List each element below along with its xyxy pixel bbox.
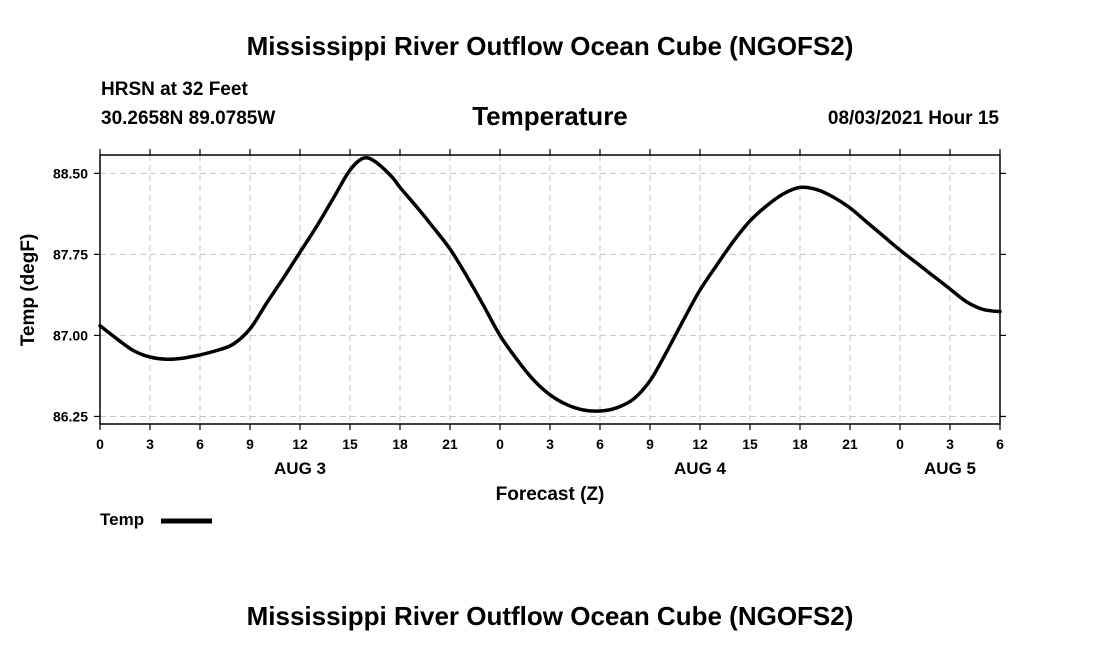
x-tick-label: 6 (996, 436, 1004, 452)
temp-data-point (631, 397, 636, 402)
temp-data-point (231, 342, 236, 347)
temp-data-point (214, 348, 219, 353)
temp-data-point (164, 357, 169, 362)
temp-data-point (514, 357, 519, 362)
temp-data-point (648, 378, 653, 383)
x-tick-label: 12 (292, 436, 308, 452)
temp-data-point (198, 352, 203, 357)
temp-data-point (373, 159, 378, 164)
x-tick-label: 12 (692, 436, 708, 452)
temp-data-point (698, 288, 703, 293)
temp-data-point (448, 246, 453, 251)
series-line-temp (98, 155, 1002, 413)
temp-data-point (181, 356, 186, 361)
series-layer (98, 155, 1002, 414)
temp-data-point (331, 196, 336, 201)
x-tick-label: 9 (646, 436, 654, 452)
x-tick-label: 6 (196, 436, 204, 452)
temp-data-point (664, 349, 669, 354)
temp-data-point (531, 377, 536, 382)
temp-data-point (398, 185, 403, 190)
chart-main-title: Mississippi River Outflow Ocean Cube (NG… (247, 31, 854, 61)
x-tick-label: 15 (742, 436, 758, 452)
temp-data-point (681, 318, 686, 323)
temp-data-point (881, 234, 886, 239)
temp-data-point (731, 239, 736, 244)
temp-data-point (148, 355, 153, 360)
y-tick-label: 87.75 (53, 246, 88, 262)
y-tick-label: 86.25 (53, 408, 88, 424)
temp-data-point (348, 168, 353, 173)
temp-data-point (281, 276, 286, 281)
temp-data-point (781, 191, 786, 196)
x-tick-label: 15 (342, 436, 358, 452)
temp-data-point (981, 307, 986, 312)
variable-title: Temperature (472, 101, 628, 131)
temp-data-point (564, 402, 569, 407)
temp-data-point (914, 261, 919, 266)
forecast-datetime: 08/03/2021 Hour 15 (828, 108, 1000, 129)
temp-data-point (114, 336, 119, 341)
temp-data-point (548, 392, 553, 397)
axes: 0 3 6 9 12 15 18 21 0 3 6 9 12 15 18 21 0 3 6 86.25 87.00 87.… (53, 149, 1006, 478)
temp-data-point (864, 219, 869, 224)
coordinates-label: 30.2658N 89.0785W (101, 108, 275, 129)
grid (100, 155, 1000, 424)
x-tick-label: 9 (246, 436, 254, 452)
temp-data-point (798, 185, 803, 190)
temp-data-point (931, 273, 936, 278)
temp-data-point (598, 409, 603, 414)
temp-data-point (389, 174, 394, 179)
temp-data-point (414, 204, 419, 209)
day-label: AUG 5 (924, 459, 976, 478)
temp-data-point (898, 248, 903, 253)
temp-data-point (131, 348, 136, 353)
temp-data-point (814, 187, 819, 192)
temp-data-point (848, 205, 853, 210)
temp-data-point (714, 263, 719, 268)
day-label: AUG 4 (674, 459, 727, 478)
temp-data-point (748, 218, 753, 223)
x-tick-label: 21 (842, 436, 858, 452)
y-tick-label: 87.00 (53, 327, 88, 343)
x-tick-label: 3 (546, 436, 554, 452)
temp-data-point (248, 326, 253, 331)
x-tick-label: 3 (946, 436, 954, 452)
temp-data-point (498, 333, 503, 338)
temp-data-point (361, 156, 366, 161)
y-tick-label: 88.50 (53, 165, 88, 181)
station-label: HRSN at 32 Feet (101, 79, 248, 100)
day-label: AUG 3 (274, 459, 326, 478)
temp-data-point (431, 225, 436, 230)
x-tick-label: 18 (792, 436, 808, 452)
temp-data-point (614, 405, 619, 410)
temp-data-point (464, 273, 469, 278)
legend-label: Temp (100, 510, 144, 529)
temp-data-point (764, 203, 769, 208)
chart-footer-title: Mississippi River Outflow Ocean Cube (NG… (247, 601, 854, 631)
temp-data-point (581, 407, 586, 412)
x-tick-label: 0 (96, 436, 104, 452)
x-tick-label: 0 (896, 436, 904, 452)
temp-data-point (298, 250, 303, 255)
x-tick-label: 6 (596, 436, 604, 452)
x-tick-label: 0 (496, 436, 504, 452)
x-axis-label: Forecast (Z) (496, 484, 605, 505)
x-tick-label: 21 (442, 436, 458, 452)
x-tick-label: 3 (146, 436, 154, 452)
x-tick-label: 18 (392, 436, 408, 452)
temp-data-point (948, 286, 953, 291)
temp-data-point (264, 301, 269, 306)
y-axis-label: Temp (degF) (18, 234, 39, 347)
temp-data-point (314, 224, 319, 229)
temp-data-point (481, 303, 486, 308)
temp-data-point (964, 299, 969, 304)
temp-data-point (831, 195, 836, 200)
